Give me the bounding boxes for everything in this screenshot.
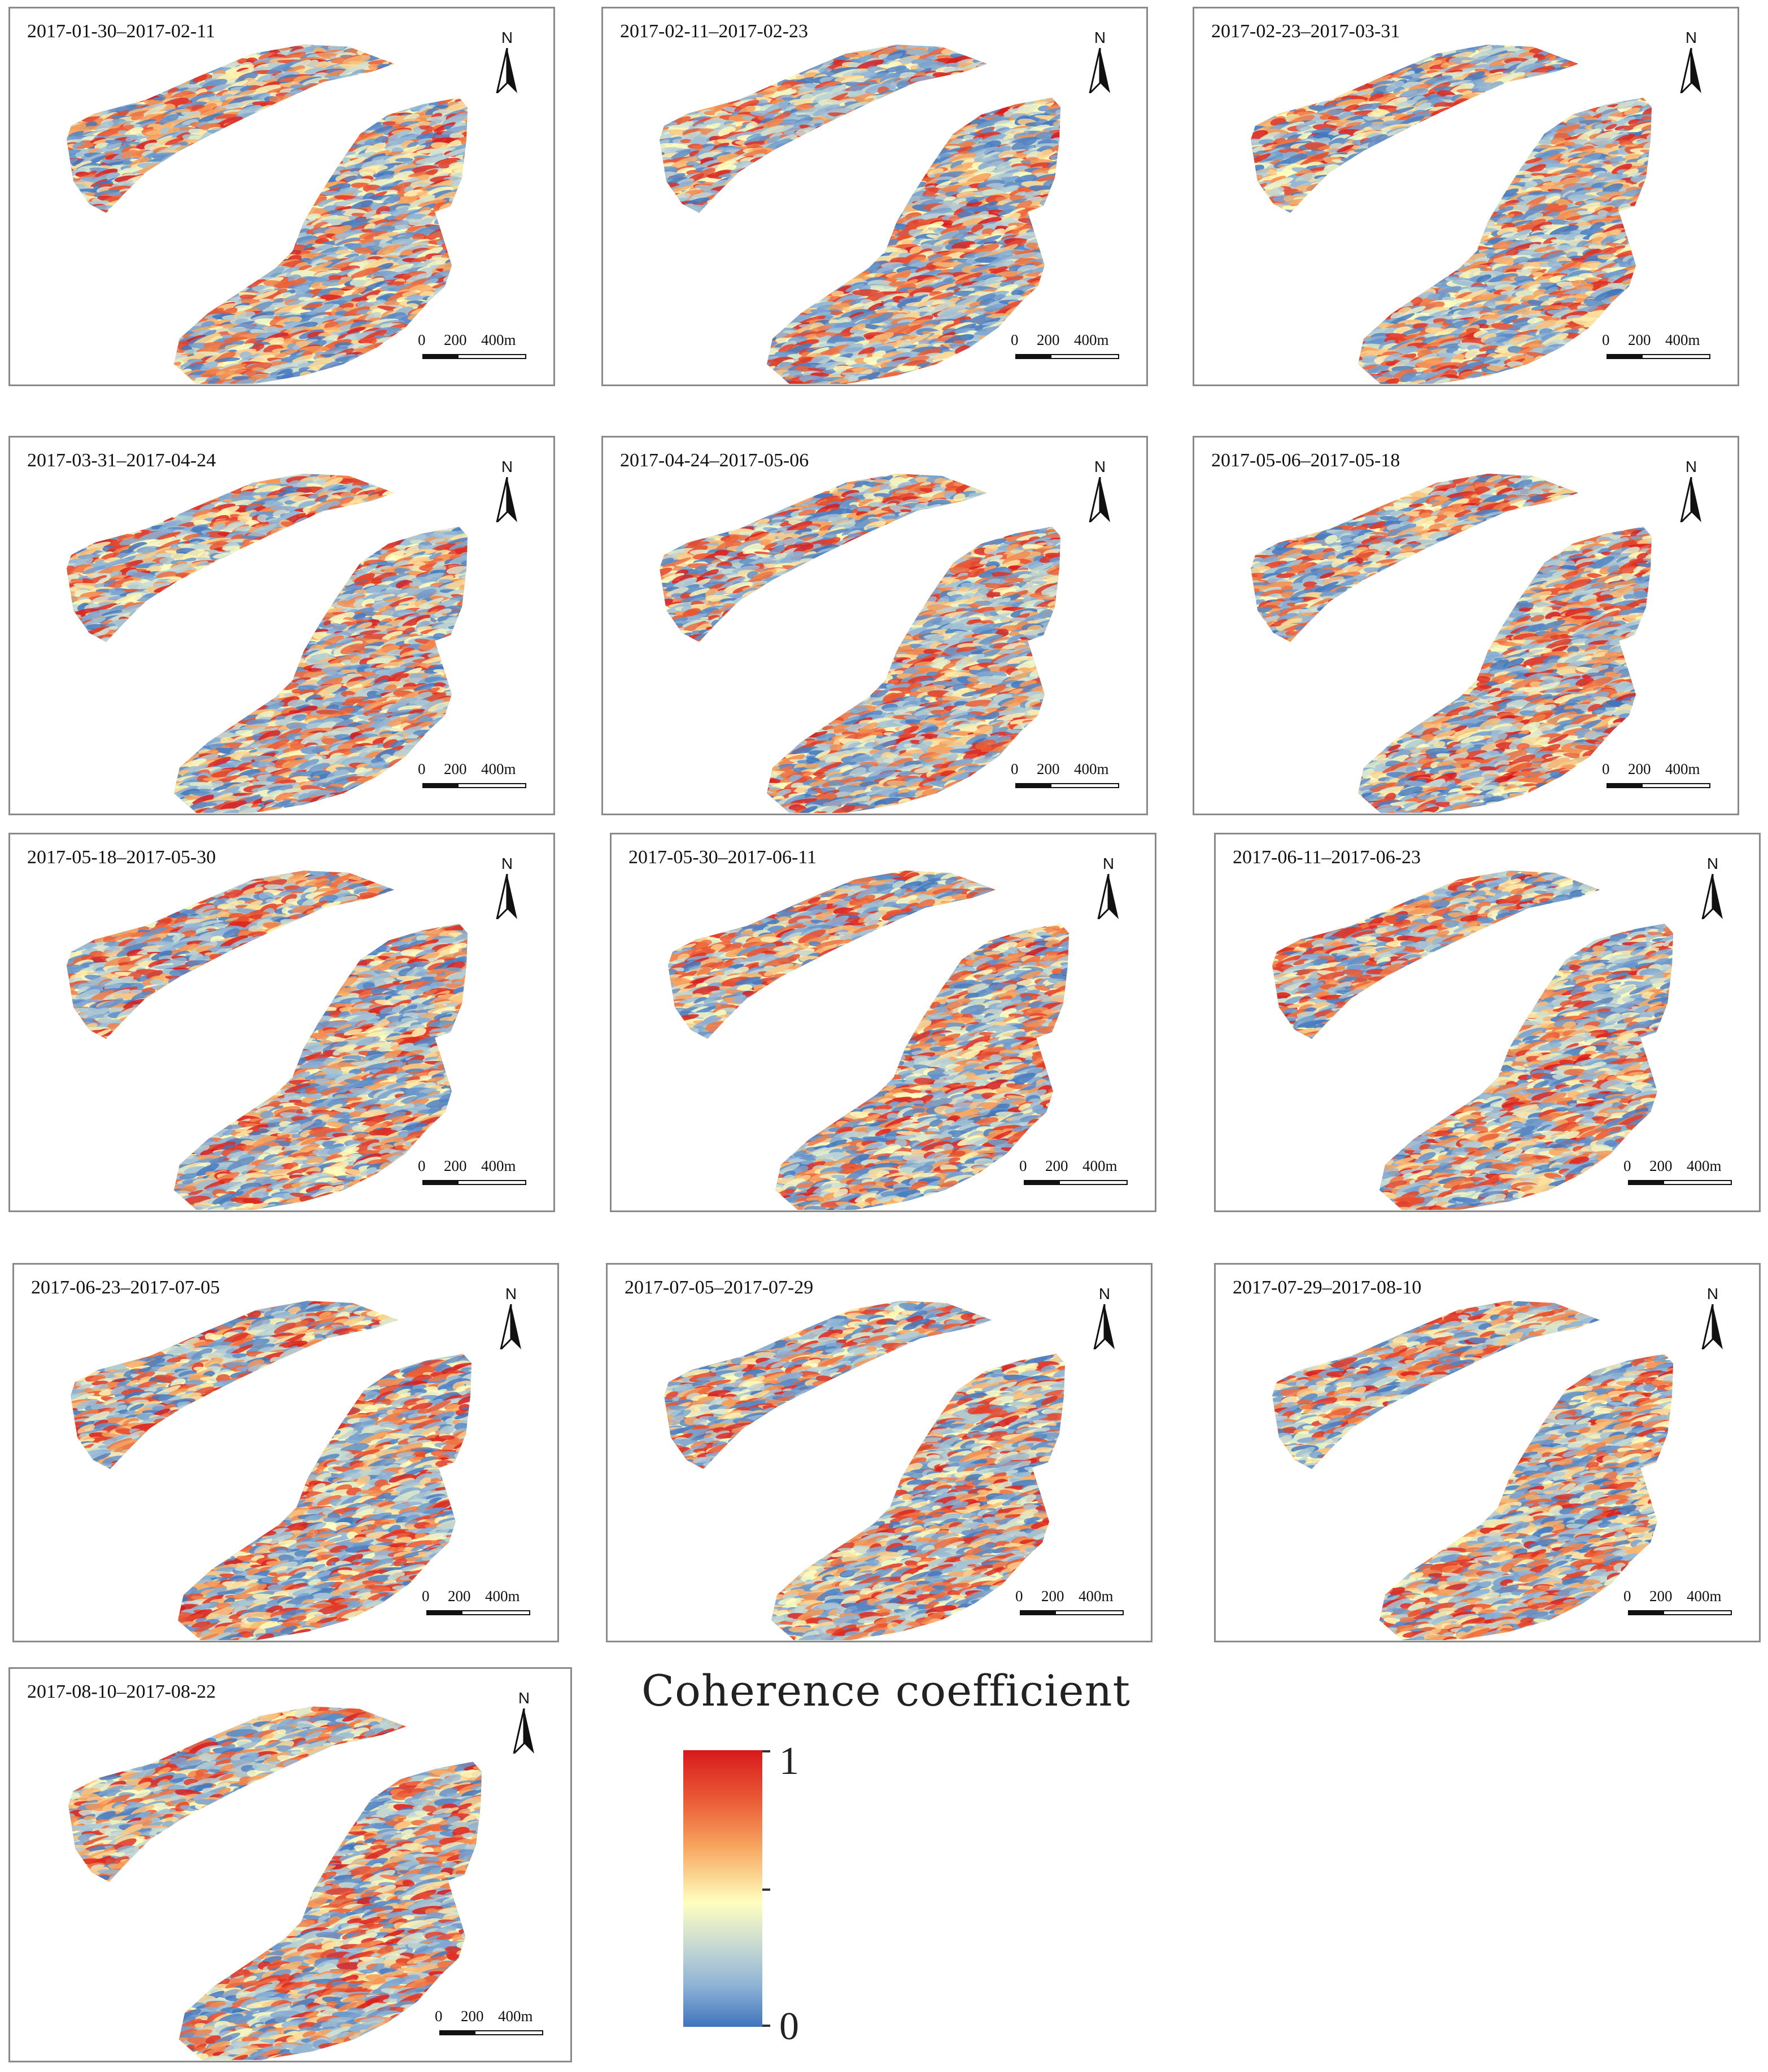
- coherence-map: [67, 871, 468, 1210]
- map-panel-10: 2017-06-23–2017-07-05 N 0 200 400m: [12, 1263, 559, 1642]
- scale-bar: 0 200 400m: [418, 760, 531, 794]
- north-arrow-icon: N: [1088, 1285, 1121, 1353]
- panel-date-range: 2017-01-30–2017-02-11: [27, 21, 215, 42]
- scale-bar: 0 200 400m: [435, 2008, 548, 2042]
- color-legend: Coherence coefficient 1 0: [632, 1660, 1130, 2066]
- legend-title: Coherence coefficient: [641, 1666, 1130, 1716]
- panel-date-range: 2017-08-10–2017-08-22: [27, 1681, 216, 1703]
- map-panel-7: 2017-05-18–2017-05-30 N 0 200 400m: [8, 833, 555, 1212]
- scale-bar: 0 200 400m: [1602, 760, 1715, 794]
- map-panel-11: 2017-07-05–2017-07-29 N 0 200 400m: [606, 1263, 1153, 1642]
- map-panel-4: 2017-03-31–2017-04-24 N 0 200 400m: [8, 436, 555, 815]
- scale-bar: 0 200 400m: [1019, 1157, 1132, 1191]
- north-arrow-icon: N: [1696, 855, 1730, 923]
- scale-bar: 0 200 400m: [422, 1588, 535, 1621]
- map-panel-2: 2017-02-11–2017-02-23 N 0 200 400m: [601, 7, 1148, 386]
- coherence-map: [71, 1301, 472, 1640]
- coherence-map: [668, 871, 1069, 1210]
- north-arrow-icon: N: [1092, 855, 1125, 923]
- panel-date-range: 2017-06-11–2017-06-23: [1233, 847, 1421, 868]
- map-panel-12: 2017-07-29–2017-08-10 N 0 200 400m: [1214, 1263, 1761, 1642]
- scale-bar: 0 200 400m: [1602, 331, 1715, 365]
- coherence-map: [67, 45, 468, 384]
- map-panel-6: 2017-05-06–2017-05-18 N 0 200 400m: [1193, 436, 1739, 815]
- legend-max-label: 1: [779, 1739, 799, 1784]
- north-arrow-icon: N: [1674, 458, 1708, 526]
- north-arrow-icon: N: [1674, 29, 1708, 97]
- north-arrow-icon: N: [1083, 29, 1117, 97]
- panel-date-range: 2017-05-06–2017-05-18: [1211, 450, 1400, 471]
- coherence-map: [1251, 45, 1652, 384]
- coherence-map: [67, 474, 468, 813]
- north-arrow-icon: N: [494, 1285, 528, 1353]
- north-arrow-icon: N: [490, 29, 524, 97]
- panel-date-range: 2017-07-29–2017-08-10: [1233, 1277, 1421, 1299]
- map-panel-9: 2017-06-11–2017-06-23 N 0 200 400m: [1214, 833, 1761, 1212]
- legend-tick: [762, 1889, 770, 1891]
- panel-date-range: 2017-07-05–2017-07-29: [625, 1277, 813, 1299]
- scale-bar: 0 200 400m: [1015, 1588, 1128, 1621]
- panel-date-range: 2017-03-31–2017-04-24: [27, 450, 216, 471]
- legend-min-label: 0: [779, 2004, 799, 2049]
- north-arrow-icon: N: [1083, 458, 1117, 526]
- scale-bar: 0 200 400m: [1623, 1588, 1736, 1621]
- coherence-map: [660, 45, 1060, 384]
- panel-date-range: 2017-06-23–2017-07-05: [31, 1277, 220, 1299]
- map-panel-3: 2017-02-23–2017-03-31 N 0 200 400m: [1193, 7, 1739, 386]
- legend-tick: [762, 1750, 770, 1752]
- map-panel-5: 2017-04-24–2017-05-06 N 0 200 400m: [601, 436, 1148, 815]
- scale-bar: 0 200 400m: [418, 331, 531, 365]
- scale-bar: 0 200 400m: [1011, 760, 1124, 794]
- legend-tick: [762, 2025, 770, 2027]
- coherence-map: [68, 1706, 482, 2060]
- scale-bar: 0 200 400m: [1011, 331, 1124, 365]
- coherence-map: [1272, 1301, 1673, 1640]
- panel-date-range: 2017-04-24–2017-05-06: [620, 450, 809, 471]
- north-arrow-icon: N: [507, 1689, 541, 1757]
- north-arrow-icon: N: [490, 458, 524, 526]
- map-panel-13: 2017-08-10–2017-08-22 N 0 200 400m: [8, 1667, 572, 2062]
- coherence-map: [660, 474, 1060, 813]
- coherence-map: [664, 1301, 1065, 1640]
- north-arrow-icon: N: [490, 855, 524, 923]
- scale-bar: 0 200 400m: [418, 1157, 531, 1191]
- panel-date-range: 2017-05-30–2017-06-11: [628, 847, 817, 868]
- map-panel-8: 2017-05-30–2017-06-11 N 0 200 400m: [610, 833, 1156, 1212]
- panel-date-range: 2017-05-18–2017-05-30: [27, 847, 216, 868]
- map-panel-1: 2017-01-30–2017-02-11 N 0 200 400m: [8, 7, 555, 386]
- legend-color-ramp: [683, 1750, 762, 2027]
- coherence-map: [1272, 871, 1673, 1210]
- panel-date-range: 2017-02-11–2017-02-23: [620, 21, 808, 42]
- panel-date-range: 2017-02-23–2017-03-31: [1211, 21, 1400, 42]
- coherence-map: [1251, 474, 1652, 813]
- scale-bar: 0 200 400m: [1623, 1157, 1736, 1191]
- north-arrow-icon: N: [1696, 1285, 1730, 1353]
